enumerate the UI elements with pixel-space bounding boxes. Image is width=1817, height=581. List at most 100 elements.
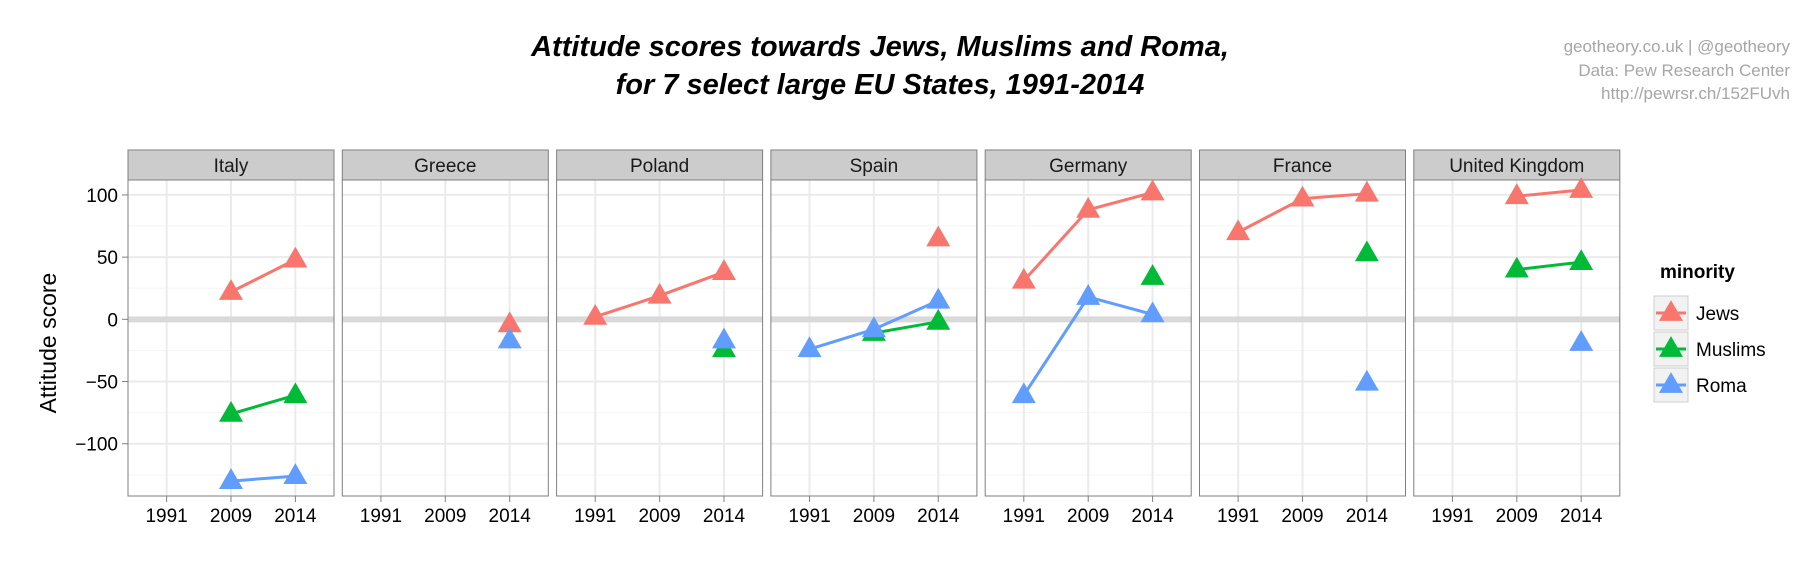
- point-jews-united-kingdom-2014: [1569, 177, 1594, 198]
- y-tick-label--100: −100: [75, 435, 118, 456]
- point-roma-italy-2014: [283, 463, 308, 484]
- series-line-roma-spain: [873, 299, 939, 331]
- series-line-roma-germany: [1087, 295, 1153, 316]
- series-line-roma-italy: [230, 474, 296, 483]
- point-muslims-france-2014: [1354, 240, 1379, 262]
- series-line-jews-poland: [594, 294, 661, 319]
- point-jews-poland-2014: [711, 259, 736, 280]
- legend-key-marker: [1659, 372, 1683, 393]
- facet-strip-poland: [556, 149, 764, 181]
- point-roma-poland-2014: [711, 327, 736, 349]
- point-roma-italy-2009: [219, 468, 243, 489]
- series-line-muslims-italy: [230, 393, 296, 416]
- series-line-roma-spain: [809, 327, 875, 351]
- legend-label-jews: Jews: [1696, 304, 1739, 325]
- x-tick-label-united-kingdom-1991: 1991: [1431, 506, 1473, 527]
- x-tick-label-spain-1991: 1991: [788, 506, 830, 527]
- x-tick-label-greece-2014: 2014: [489, 506, 532, 527]
- legend-label-muslims: Muslims: [1696, 340, 1766, 361]
- facet-italy: Italy 1991 2009 2014: [127, 149, 335, 527]
- point-jews-greece-2014: [497, 311, 522, 333]
- x-tick-label-germany-2009: 2009: [1067, 506, 1109, 527]
- legend-item-jews: Jews: [1653, 295, 1739, 331]
- point-roma-germany-2009: [1076, 284, 1101, 305]
- point-roma-germany-1991: [1011, 382, 1036, 404]
- x-tick-label-italy-2009: 2009: [210, 506, 252, 527]
- x-tick-label-spain-2014: 2014: [917, 506, 960, 527]
- point-jews-spain-2014: [926, 225, 951, 247]
- point-jews-united-kingdom-2009: [1504, 183, 1529, 205]
- x-tick-label-france-1991: 1991: [1217, 506, 1259, 527]
- credit-line-3: http://pewrsr.ch/152FUvh: [1601, 84, 1790, 103]
- series-line-jews-united-kingdom: [1516, 188, 1582, 198]
- y-tick-label--50: −50: [86, 373, 118, 394]
- point-jews-germany-2009: [1076, 196, 1101, 218]
- x-tick-label-france-2009: 2009: [1281, 506, 1323, 527]
- facet-spain: Spain 1991 2009 2014: [770, 149, 978, 527]
- point-muslims-united-kingdom-2014: [1569, 249, 1594, 271]
- series-line-jews-poland: [659, 270, 725, 298]
- credit-line-1: geotheory.co.uk | @geotheory: [1564, 37, 1791, 56]
- point-roma-germany-2014: [1140, 301, 1165, 323]
- facet-strip-spain: [770, 149, 978, 181]
- x-tick-label-united-kingdom-2009: 2009: [1496, 506, 1538, 527]
- series-line-jews-france: [1302, 192, 1367, 201]
- point-roma-france-2014: [1354, 369, 1379, 391]
- x-tick-label-united-kingdom-2014: 2014: [1560, 506, 1603, 527]
- facet-strip-italy: [127, 149, 335, 181]
- facet-strip-united-kingdom: [1413, 149, 1621, 181]
- y-axis-label: Attitude score: [35, 273, 61, 414]
- legend-item-muslims: Muslims: [1653, 331, 1766, 367]
- legend-item-roma: Roma: [1653, 367, 1747, 403]
- facet-label-poland: Poland: [630, 156, 689, 177]
- series-line-jews-italy: [230, 258, 297, 294]
- point-roma-united-kingdom-2014: [1569, 330, 1594, 351]
- facet-greece: Greece 1991 2009 2014: [341, 149, 549, 527]
- facet-label-spain: Spain: [850, 156, 899, 177]
- x-tick-label-germany-2014: 2014: [1131, 506, 1174, 527]
- facet-label-italy: Italy: [214, 156, 249, 177]
- point-jews-poland-1991: [583, 303, 608, 325]
- series-line-jews-germany: [1022, 208, 1090, 282]
- x-tick-label-greece-2009: 2009: [424, 506, 466, 527]
- series-line-muslims-spain: [873, 320, 939, 335]
- point-muslims-italy-2014: [283, 382, 308, 404]
- facet-poland: Poland 1991 2009 2014: [556, 149, 764, 527]
- x-tick-label-france-2014: 2014: [1346, 506, 1389, 527]
- point-jews-poland-2009: [647, 282, 672, 304]
- x-tick-label-italy-1991: 1991: [145, 506, 187, 527]
- point-jews-france-2014: [1354, 180, 1379, 202]
- point-muslims-italy-2009: [219, 401, 243, 422]
- legend-key-marker: [1659, 300, 1683, 321]
- point-jews-germany-2014: [1140, 179, 1165, 201]
- x-tick-label-greece-1991: 1991: [360, 506, 402, 527]
- point-roma-spain-1991: [797, 336, 822, 358]
- point-roma-greece-2014: [497, 327, 522, 349]
- x-tick-label-italy-2014: 2014: [274, 506, 317, 527]
- credit-line-2: Data: Pew Research Center: [1578, 61, 1790, 80]
- series-line-roma-germany: [1022, 296, 1090, 397]
- x-tick-label-germany-1991: 1991: [1003, 506, 1045, 527]
- facet-label-germany: Germany: [1049, 156, 1128, 177]
- facet-france: France 1991 2009 2014: [1199, 149, 1406, 527]
- x-tick-label-poland-2014: 2014: [703, 506, 746, 527]
- x-tick-label-spain-2009: 2009: [853, 506, 895, 527]
- point-jews-germany-1991: [1011, 267, 1036, 289]
- point-jews-italy-2009: [219, 279, 243, 300]
- facet-strip-france: [1199, 149, 1406, 181]
- facet-label-france: France: [1273, 156, 1332, 177]
- point-jews-italy-2014: [283, 246, 308, 268]
- facet-united-kingdom: United Kingdom 1991 2009 2014: [1413, 149, 1621, 527]
- legend-label-roma: Roma: [1696, 376, 1747, 397]
- series-line-jews-germany: [1087, 190, 1153, 212]
- legend: minority Jews Muslims Roma: [1653, 262, 1766, 403]
- y-tick-label-100: 100: [86, 186, 118, 207]
- point-muslims-united-kingdom-2009: [1504, 256, 1529, 278]
- facet-label-greece: Greece: [414, 156, 476, 177]
- series-line-muslims-united-kingdom: [1516, 260, 1582, 272]
- chart-title-line-2: for 7 select large EU States, 1991-2014: [616, 69, 1145, 101]
- point-muslims-spain-2014: [926, 308, 951, 330]
- point-muslims-germany-2014: [1140, 264, 1165, 285]
- y-axis: 100 50 0 −50 −100: [75, 186, 128, 456]
